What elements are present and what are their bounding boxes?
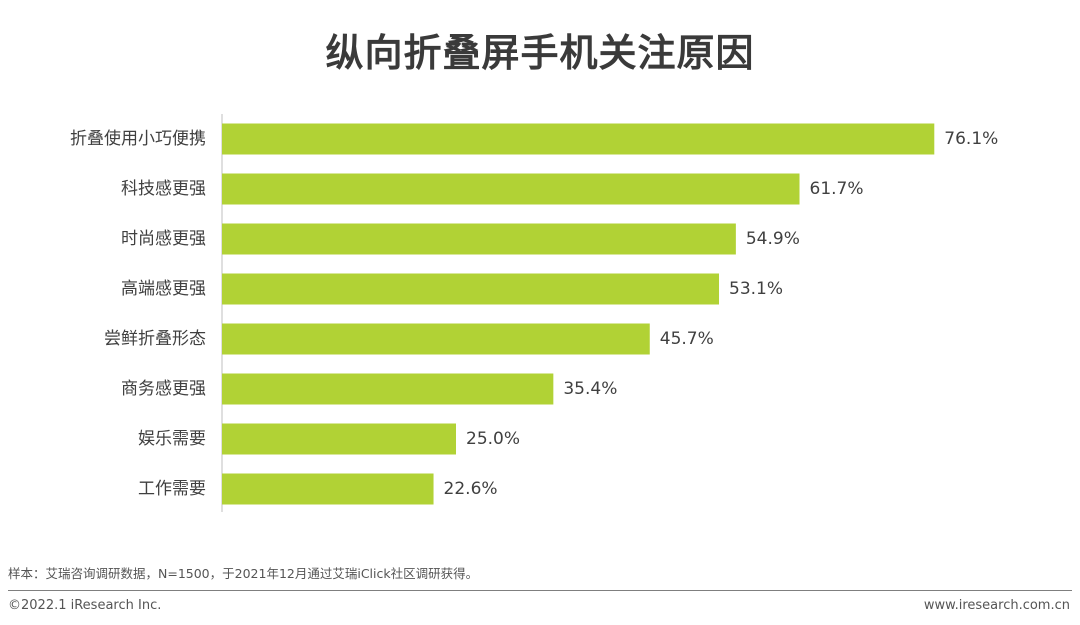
value-label: 61.7% — [810, 179, 864, 199]
bar — [222, 473, 434, 505]
category-label: 工作需要 — [138, 479, 206, 499]
category-label: 尝鲜折叠形态 — [104, 329, 206, 349]
bar-chart: 折叠使用小巧便携 76.1% 科技感更强 61.7% 时尚感更强 54.9% 高端感更强 53… — [70, 114, 998, 512]
value-label: 53.1% — [729, 279, 783, 299]
value-label: 45.7% — [660, 329, 714, 349]
bar — [222, 423, 456, 455]
bar — [222, 123, 935, 155]
copyright: ©2022.1 iResearch Inc. — [8, 598, 162, 613]
bar — [222, 273, 720, 305]
category-label: 折叠使用小巧便携 — [70, 128, 206, 149]
value-label: 25.0% — [466, 429, 520, 449]
category-label: 时尚感更强 — [121, 229, 206, 249]
bar — [222, 373, 554, 405]
value-label: 35.4% — [563, 379, 617, 399]
category-label: 商务感更强 — [121, 379, 206, 399]
value-label: 76.1% — [944, 129, 998, 149]
category-label: 娱乐需要 — [138, 429, 206, 449]
bar — [222, 173, 800, 205]
chart-title: 纵向折叠屏手机关注原因 — [325, 31, 755, 75]
website-link[interactable]: www.iresearch.com.cn — [923, 598, 1070, 613]
footnote: 样本：艾瑞咨询调研数据，N=1500，于2021年12月通过艾瑞iClick社区… — [8, 566, 479, 581]
category-label: 高端感更强 — [121, 279, 206, 299]
bar — [222, 223, 736, 255]
footer-divider — [8, 590, 1072, 591]
bar — [222, 323, 650, 355]
value-label: 22.6% — [444, 479, 498, 499]
category-label: 科技感更强 — [121, 179, 206, 199]
value-label: 54.9% — [746, 229, 800, 249]
